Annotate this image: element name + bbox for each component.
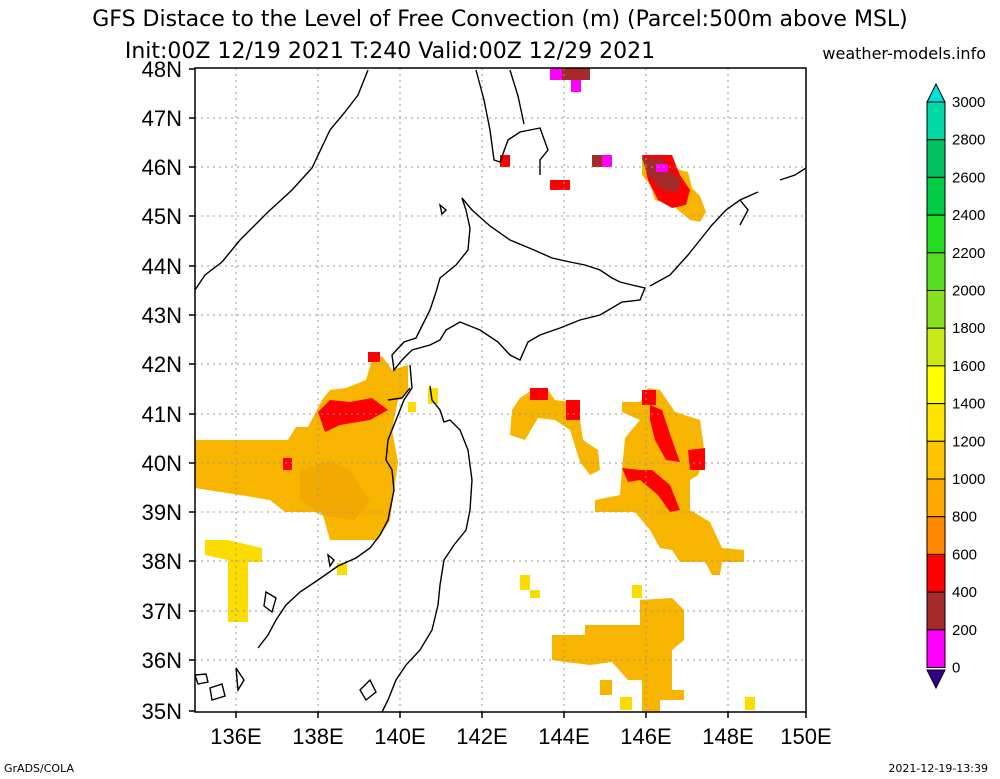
colorbar-label: 1200 [952,433,985,450]
lat-label: 36N [142,648,182,673]
colorbar-box [926,629,946,668]
lat-label: 43N [142,303,182,328]
colorbar-label: 1400 [952,396,985,413]
colorbar-label: 3000 [952,94,985,111]
colorbar-label: 2200 [952,245,985,262]
lat-label: 46N [142,155,182,180]
colorbar-box [926,440,946,480]
lon-label: 140E [374,724,425,749]
lon-label: 144E [538,724,589,749]
colorbar-box [926,290,946,329]
colorbar-label: 2000 [952,283,985,300]
colorbar-box [926,252,946,292]
lat-label: 44N [142,254,182,279]
colorbar-box [926,176,946,216]
colorbar-label: 2400 [952,207,985,224]
colorbar-label: 800 [952,509,977,526]
lat-label: 41N [142,402,182,427]
footer-software: GrADS/COLA [4,762,74,775]
coastlines [194,69,807,713]
colorbar-label: 400 [952,584,977,601]
colorbar-label: 1600 [952,358,985,375]
colorbar-label: 2600 [952,169,985,186]
lat-label: 45N [142,204,182,229]
colorbar-box [926,403,946,442]
colorbar-bottom-arrow [926,669,946,690]
colorbar-box [926,327,946,367]
lat-label: 42N [142,352,182,377]
footer-timestamp: 2021-12-19-13:39 [888,762,988,775]
lon-labels: 136E 138E 140E 142E 144E 146E 148E 150E [210,724,831,749]
colorbar-box [926,591,946,631]
colorbar-labels: 3000280026002400220020001800160014001200… [952,94,985,677]
lon-label: 150E [780,724,831,749]
lon-label: 136E [210,724,261,749]
colorbar-label: 2800 [952,132,985,149]
colorbar-label: 200 [952,622,977,639]
lat-label: 48N [142,57,182,82]
lat-labels: 48N 47N 46N 45N 44N 43N 42N 41N 40N 39N … [142,57,182,724]
lon-ticks [235,712,807,718]
lon-label: 148E [702,724,753,749]
colorbar-label: 0 [952,660,960,677]
lat-label: 40N [142,451,182,476]
lat-label: 38N [142,549,182,574]
lfc-field [195,68,755,712]
map-subtitle: Init:00Z 12/19 2021 T:240 Valid:00Z 12/2… [124,39,656,64]
colorbar: 3000280026002400220020001800160014001200… [926,82,985,690]
lon-label: 142E [456,724,507,749]
plot-frame [194,67,807,713]
lon-label: 146E [620,724,671,749]
lat-label: 37N [142,599,182,624]
lon-label: 138E [292,724,343,749]
colorbar-box [926,214,946,254]
lat-ticks [189,68,195,712]
colorbar-box [926,516,946,555]
colorbar-label: 600 [952,546,977,563]
colorbar-box [926,365,946,405]
map-title: GFS Distace to the Level of Free Convect… [92,7,908,32]
lat-label: 39N [142,500,182,525]
colorbar-label: 1000 [952,471,985,488]
colorbar-box [926,101,946,141]
colorbar-top-arrow [926,82,946,103]
colorbar-boxes [926,101,946,668]
colorbar-label: 1800 [952,320,985,337]
colorbar-box [926,478,946,518]
site-credit: weather-models.info [822,44,986,63]
colorbar-box [926,139,946,178]
lat-label: 47N [142,106,182,131]
colorbar-box [926,553,946,593]
lat-label: 35N [142,699,182,724]
